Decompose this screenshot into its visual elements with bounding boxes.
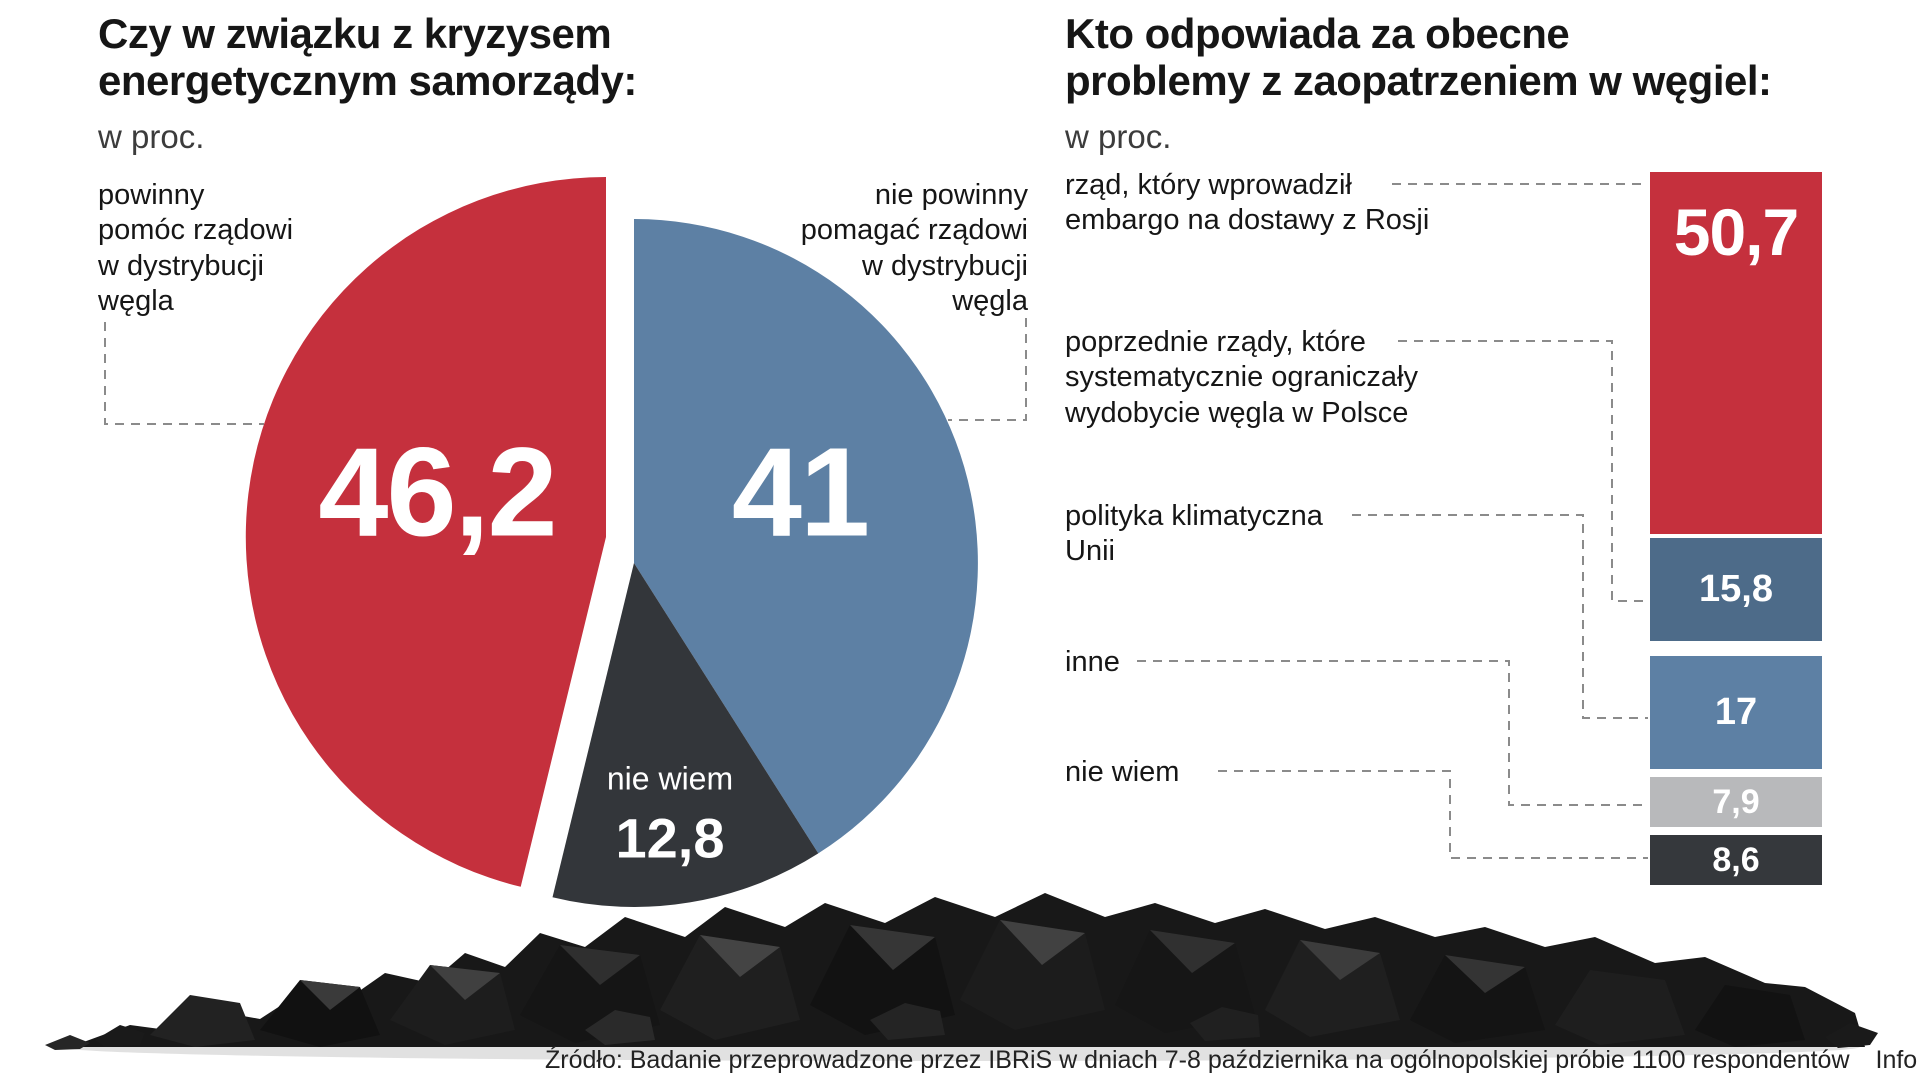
bar-value-government-embargo: 50,7 — [1673, 195, 1799, 269]
connector-bar-eu-climate-policy — [1352, 514, 1648, 719]
bar-segment-government-embargo: 50,7 — [1650, 172, 1822, 534]
pie-value-should-help: 46,2 — [318, 421, 557, 563]
connector-bar-other — [1137, 660, 1648, 806]
bar-label-other: inne — [1065, 646, 1120, 678]
bar-value-other: 7,9 — [1712, 782, 1760, 821]
bar-label-previous-governments: poprzednie rządy, które systematycznie o… — [1065, 326, 1418, 429]
bar-label-dont-know: nie wiem — [1065, 756, 1180, 788]
pie-value-should-not-help: 41 — [731, 421, 870, 563]
bar-value-eu-climate-policy: 17 — [1714, 691, 1758, 733]
bar-value-dont-know: 8,6 — [1712, 840, 1760, 879]
right-chart-title: Kto odpowiada za obecne problemy z zaopa… — [1065, 10, 1772, 105]
pie-chart — [245, 176, 978, 907]
bar-label-government-embargo: rząd, który wprowadził embargo na dostaw… — [1065, 169, 1430, 237]
left-chart-unit: w proc. — [98, 118, 205, 155]
connector-bar-previous-governments — [1398, 340, 1648, 602]
bar-segment-eu-climate-policy: 17 — [1650, 656, 1822, 769]
pie-slice-should-help — [245, 176, 606, 887]
footer: Źródło: Badanie przeprowadzone przez IBR… — [545, 1046, 1919, 1075]
info-credit: Info: K — [1875, 1046, 1919, 1074]
pie-label-should-not-help: nie powinny pomagać rządowi w dystrybucj… — [800, 179, 1028, 318]
coal-chunks — [45, 893, 1878, 1050]
pie-label-dont-know: nie wiem — [606, 760, 734, 797]
bar-segment-dont-know: 8,6 — [1650, 835, 1822, 885]
pie-slice-dont-know — [552, 563, 819, 907]
bar-value-previous-governments: 15,8 — [1699, 568, 1773, 610]
right-chart-unit: w proc. — [1065, 118, 1172, 155]
pie-value-dont-know: 12,8 — [615, 806, 725, 870]
bar-segment-previous-governments: 15,8 — [1650, 538, 1822, 641]
bar-segment-other: 7,9 — [1650, 777, 1822, 827]
left-chart-title: Czy w związku z kryzysem energetycznym s… — [98, 10, 637, 105]
pie-slice-should-not-help — [634, 219, 978, 854]
source-text: Źródło: Badanie przeprowadzone przez IBR… — [545, 1046, 1850, 1074]
coal-photo — [45, 893, 1878, 1061]
bar-label-eu-climate-policy: polityka klimatyczna Unii — [1065, 500, 1323, 568]
pie-label-should-help: powinny pomóc rządowi w dystrybucji węgl… — [98, 179, 294, 318]
